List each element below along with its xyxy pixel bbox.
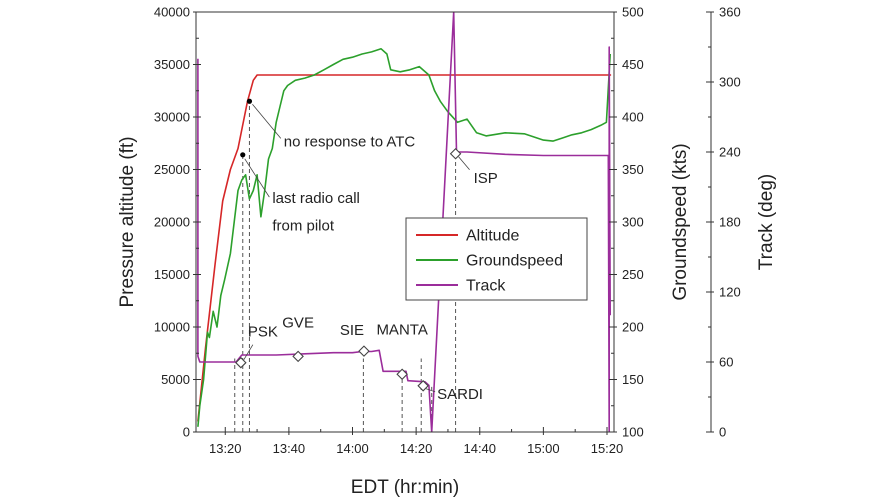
- waypoint-diamond: [417, 380, 429, 392]
- altitude-tick-label: 30000: [154, 110, 190, 125]
- track-tick-label: 300: [719, 75, 741, 90]
- annotation-leader-last-radio-call: [244, 158, 270, 198]
- groundspeed-tick-label: 150: [622, 372, 644, 387]
- annotation-from-pilot: from pilot: [272, 217, 335, 234]
- waypoint-diamond: [449, 147, 462, 160]
- groundspeed-tick-label: 300: [622, 215, 644, 230]
- waypoint-diamond: [396, 368, 408, 381]
- groundspeed-tick-label: 200: [622, 320, 644, 335]
- annotations: no response to ATC last radio call from pi…: [244, 103, 416, 234]
- track-tick-label: 120: [719, 285, 741, 300]
- track-tick-label: 240: [719, 145, 741, 160]
- altitude-axis-title: Pressure altitude (ft): [117, 136, 138, 307]
- track-tick-label: 180: [719, 215, 741, 230]
- waypoint-diamond: [235, 356, 247, 369]
- altitude-tick-label: 40000: [154, 5, 190, 20]
- annotation-no-response: no response to ATC: [284, 133, 416, 150]
- track-tick-label: 60: [719, 355, 733, 370]
- track-tick-label: 360: [719, 5, 741, 20]
- x-tick-label: 14:40: [463, 441, 496, 456]
- groundspeed-tick-label: 500: [622, 5, 644, 20]
- legend-label-altitude: Altitude: [466, 228, 519, 245]
- altitude-tick-label: 35000: [154, 57, 190, 72]
- waypoint-leader: [243, 344, 254, 360]
- altitude-tick-label: 10000: [154, 320, 190, 335]
- waypoint-leader: [426, 388, 436, 393]
- waypoint-diamond: [358, 345, 370, 357]
- x-tick-label: 14:20: [400, 441, 433, 456]
- x-tick-label: 13:20: [209, 441, 242, 456]
- altitude-tick-label: 5000: [161, 372, 190, 387]
- groundspeed-tick-label: 450: [622, 57, 644, 72]
- altitude-tick-label: 20000: [154, 215, 190, 230]
- waypoint-diamond: [292, 350, 304, 363]
- event-marker-dot: [240, 152, 246, 158]
- x-tick-label: 13:40: [273, 441, 306, 456]
- event-marker-dot: [246, 98, 253, 104]
- x-tick-label: 15:00: [527, 441, 560, 456]
- waypoint-label: MANTA: [376, 321, 427, 338]
- series-lines: [197, 12, 612, 432]
- altitude-tick-label: 0: [183, 425, 190, 440]
- waypoint-label: SIE: [340, 322, 364, 339]
- x-tick-label: 14:00: [336, 441, 369, 456]
- legend-label-groundspeed: Groundspeed: [466, 253, 563, 270]
- annotation-leader-no-response: [252, 103, 282, 139]
- series-line-track: [197, 12, 611, 432]
- series-line-groundspeed: [197, 48, 611, 427]
- legend-label-track: Track: [466, 278, 506, 295]
- track-tick-label: 0: [719, 425, 726, 440]
- groundspeed-tick-label: 400: [622, 110, 644, 125]
- x-axis-title: EDT (hr:min): [351, 477, 459, 498]
- altitude-tick-label: 15000: [154, 267, 190, 282]
- annotation-last-radio-call: last radio call: [272, 190, 360, 207]
- groundspeed-tick-label: 100: [622, 425, 644, 440]
- axes: 0500010000150002000025000300003500040000…: [117, 5, 777, 499]
- groundspeed-tick-label: 250: [622, 267, 644, 282]
- track-axis-title: Track (deg): [756, 174, 777, 270]
- waypoint-label: PSK: [248, 324, 278, 341]
- waypoint-label: GVE: [282, 314, 314, 331]
- waypoint-label: ISP: [474, 170, 498, 187]
- series-line-altitude: [197, 74, 612, 422]
- groundspeed-tick-label: 350: [622, 162, 644, 177]
- waypoint-leader: [458, 156, 470, 171]
- groundspeed-axis-title: Groundspeed (kts): [670, 143, 691, 300]
- waypoint-label: SARDI: [437, 386, 483, 403]
- x-tick-label: 15:20: [591, 441, 624, 456]
- legend: Altitude Groundspeed Track: [405, 217, 588, 301]
- altitude-tick-label: 25000: [154, 162, 190, 177]
